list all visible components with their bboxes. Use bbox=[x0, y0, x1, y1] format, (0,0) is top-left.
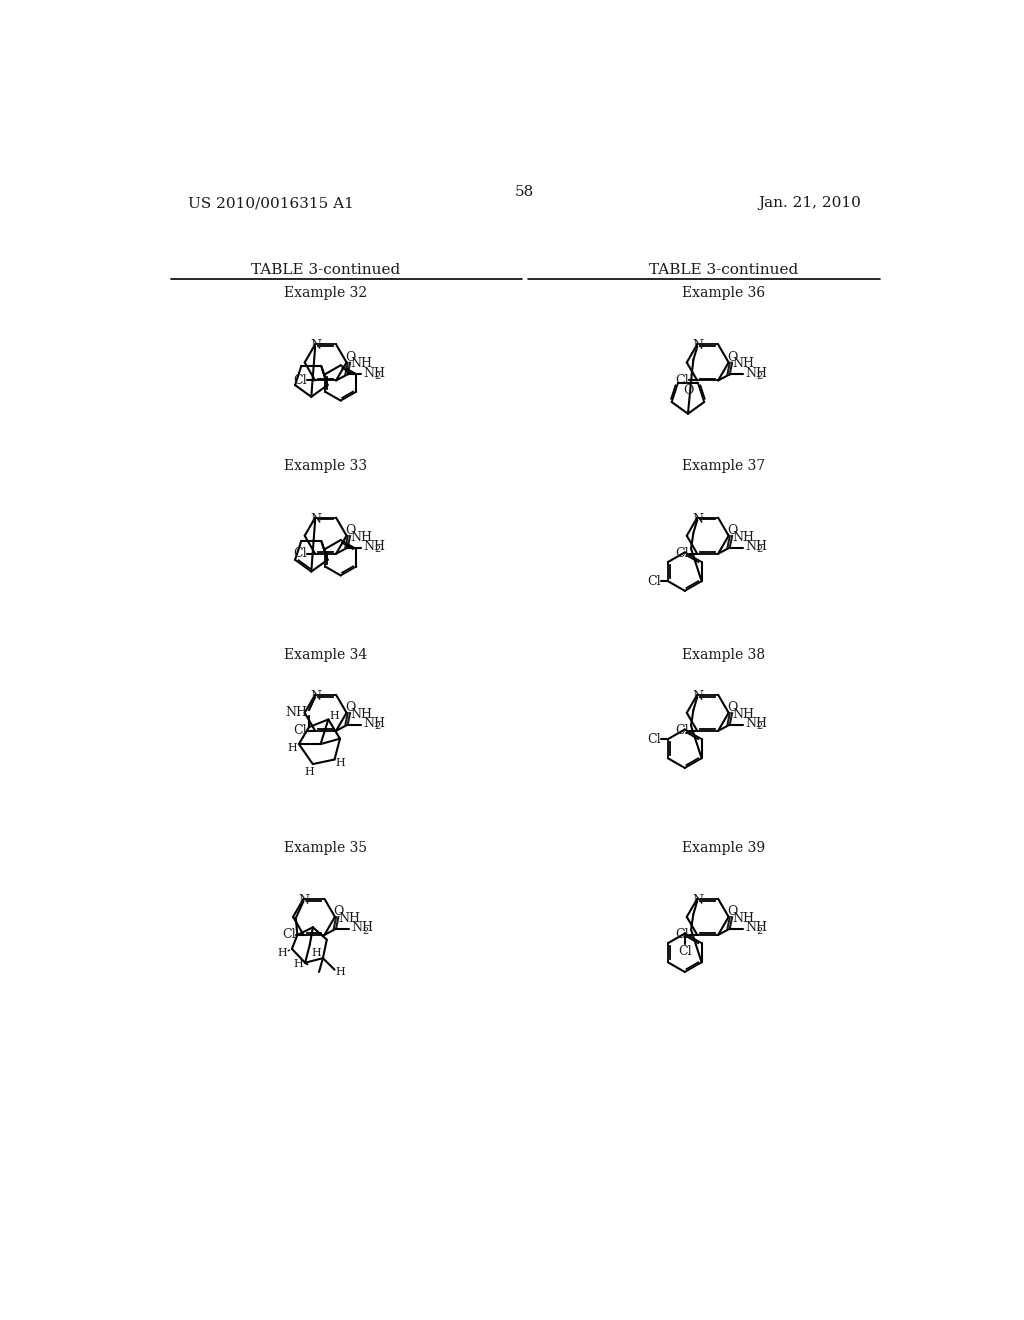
Text: Cl: Cl bbox=[676, 374, 689, 387]
Text: O: O bbox=[683, 384, 693, 397]
Text: O: O bbox=[345, 351, 355, 364]
Text: N: N bbox=[310, 512, 322, 525]
Text: Cl: Cl bbox=[647, 574, 660, 587]
Text: H: H bbox=[278, 948, 288, 958]
Text: H: H bbox=[304, 767, 313, 776]
Text: N: N bbox=[692, 512, 703, 525]
Text: H: H bbox=[330, 710, 339, 721]
Text: Cl: Cl bbox=[678, 945, 691, 958]
Text: Jan. 21, 2010: Jan. 21, 2010 bbox=[759, 197, 861, 210]
Text: Cl: Cl bbox=[676, 548, 689, 560]
Text: NH: NH bbox=[364, 540, 385, 553]
Text: Example 32: Example 32 bbox=[284, 286, 368, 300]
Text: Cl: Cl bbox=[282, 928, 296, 941]
Text: US 2010/0016315 A1: US 2010/0016315 A1 bbox=[188, 197, 354, 210]
Text: NH: NH bbox=[732, 708, 755, 721]
Text: Example 33: Example 33 bbox=[284, 459, 368, 474]
Text: NH: NH bbox=[745, 921, 767, 935]
Text: Cl: Cl bbox=[676, 725, 689, 738]
Text: Example 36: Example 36 bbox=[682, 286, 765, 300]
Text: NH: NH bbox=[732, 358, 755, 371]
Text: Example 38: Example 38 bbox=[682, 648, 765, 663]
Text: N: N bbox=[310, 339, 322, 352]
Text: H: H bbox=[336, 758, 346, 768]
Text: NH: NH bbox=[350, 358, 373, 371]
Text: 2: 2 bbox=[756, 927, 763, 936]
Text: O: O bbox=[727, 906, 737, 919]
Text: Cl: Cl bbox=[647, 733, 660, 746]
Text: NH: NH bbox=[745, 367, 767, 380]
Text: Cl: Cl bbox=[294, 725, 307, 738]
Text: 2: 2 bbox=[374, 372, 380, 381]
Text: TABLE 3-continued: TABLE 3-continued bbox=[648, 263, 798, 277]
Text: NH: NH bbox=[286, 706, 307, 719]
Text: N: N bbox=[692, 339, 703, 352]
Text: Example 39: Example 39 bbox=[682, 841, 765, 854]
Text: O: O bbox=[727, 351, 737, 364]
Text: NH: NH bbox=[732, 531, 755, 544]
Text: 2: 2 bbox=[756, 372, 763, 381]
Text: Cl: Cl bbox=[294, 374, 307, 387]
Text: NH: NH bbox=[350, 708, 373, 721]
Text: NH: NH bbox=[745, 717, 767, 730]
Text: H: H bbox=[293, 960, 303, 969]
Text: O: O bbox=[727, 524, 737, 537]
Text: 2: 2 bbox=[756, 545, 763, 554]
Text: NH: NH bbox=[745, 540, 767, 553]
Text: Example 37: Example 37 bbox=[682, 459, 765, 474]
Text: 2: 2 bbox=[374, 545, 380, 554]
Text: NH: NH bbox=[364, 367, 385, 380]
Text: NH: NH bbox=[732, 912, 755, 925]
Text: O: O bbox=[345, 701, 355, 714]
Text: Example 34: Example 34 bbox=[284, 648, 368, 663]
Text: 2: 2 bbox=[374, 722, 380, 731]
Text: N: N bbox=[299, 894, 310, 907]
Text: H: H bbox=[288, 743, 298, 752]
Text: TABLE 3-continued: TABLE 3-continued bbox=[251, 263, 400, 277]
Text: 2: 2 bbox=[362, 927, 369, 936]
Text: Cl: Cl bbox=[294, 548, 307, 560]
Text: NH: NH bbox=[339, 912, 360, 925]
Text: O: O bbox=[727, 701, 737, 714]
Text: NH: NH bbox=[364, 717, 385, 730]
Text: O: O bbox=[333, 906, 344, 919]
Text: NH: NH bbox=[350, 531, 373, 544]
Text: NH: NH bbox=[351, 921, 374, 935]
Text: N: N bbox=[692, 894, 703, 907]
Text: O: O bbox=[345, 524, 355, 537]
Text: H: H bbox=[336, 968, 346, 977]
Text: 2: 2 bbox=[756, 722, 763, 731]
Text: H: H bbox=[311, 948, 321, 958]
Text: N: N bbox=[310, 690, 322, 702]
Text: Example 35: Example 35 bbox=[284, 841, 368, 854]
Text: N: N bbox=[692, 690, 703, 702]
Text: Cl: Cl bbox=[676, 928, 689, 941]
Text: 58: 58 bbox=[515, 185, 535, 199]
